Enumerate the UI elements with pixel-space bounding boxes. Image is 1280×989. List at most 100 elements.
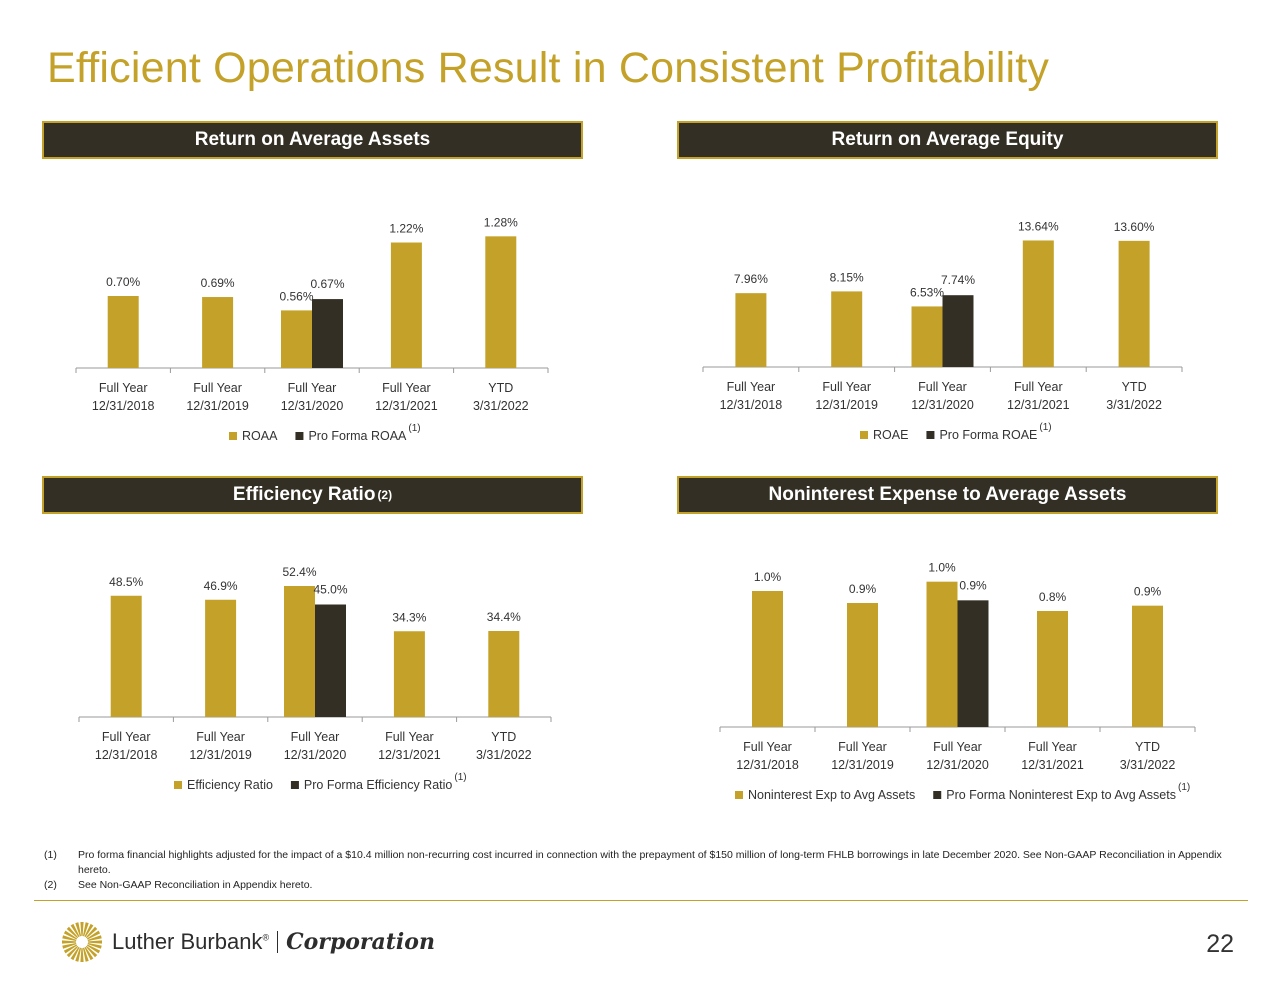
panel-header-roaa: Return on Average Assets	[42, 121, 583, 159]
company-logo: Luther Burbank® Corporation	[60, 920, 435, 964]
bar-0	[752, 591, 783, 727]
bar-3	[393, 631, 425, 717]
category-label: Full Year	[99, 381, 148, 395]
panel-header-text: Return on Average Equity	[831, 129, 1064, 150]
category-label: 12/31/2020	[926, 758, 989, 772]
footnote-number: (1)	[44, 849, 57, 861]
bar-2	[911, 306, 943, 367]
bar-3	[1022, 240, 1054, 367]
panel-header-sup: (2)	[377, 488, 393, 502]
category-label: Full Year	[743, 740, 792, 754]
bar-0	[735, 293, 767, 367]
pro-forma-data-label: 45.0%	[313, 583, 347, 597]
pro-forma-data-label: 7.74%	[941, 273, 975, 287]
category-label: 12/31/2018	[736, 758, 799, 772]
bar-1	[202, 297, 234, 368]
legend-swatch	[933, 791, 942, 799]
category-label: Full Year	[196, 730, 245, 744]
category-label: Full Year	[1014, 380, 1063, 394]
legend-swatch	[229, 432, 237, 440]
data-label: 1.28%	[484, 215, 518, 229]
bar-1	[205, 599, 237, 717]
category-label: 12/31/2019	[189, 748, 252, 762]
legend-label: Pro Forma ROAA	[308, 429, 407, 443]
category-label: 12/31/2021	[378, 748, 441, 762]
pro-forma-bar-2	[315, 604, 346, 717]
category-label: 12/31/2019	[831, 758, 894, 772]
data-label: 46.9%	[204, 579, 238, 593]
data-label: 13.60%	[1114, 220, 1155, 234]
bar-3	[390, 242, 422, 368]
category-label: 3/31/2022	[1120, 758, 1176, 772]
panel-header-text: Efficiency Ratio	[232, 484, 376, 505]
category-label: Full Year	[918, 380, 967, 394]
legend-label: ROAE	[873, 428, 908, 442]
pro-forma-bar-2	[942, 295, 974, 367]
legend-swatch	[290, 781, 299, 789]
category-label: Full Year	[727, 380, 776, 394]
data-label: 52.4%	[282, 565, 316, 579]
category-label: 12/31/2020	[284, 748, 347, 762]
bar-0	[110, 595, 142, 717]
legend-label: Efficiency Ratio	[187, 778, 273, 792]
category-label: 12/31/2020	[911, 398, 974, 412]
legend-swatch	[735, 791, 743, 799]
data-label: 0.69%	[201, 276, 235, 290]
data-label: 0.8%	[1039, 590, 1067, 604]
legend-superscript: (1)	[454, 772, 466, 783]
pro-forma-data-label: 0.67%	[310, 277, 344, 291]
data-label: 34.3%	[392, 610, 426, 624]
pro-forma-bar-2	[957, 600, 989, 727]
footnote-text: Pro forma financial highlights adjusted …	[78, 849, 1222, 876]
footnote-text: See Non-GAAP Reconciliation in Appendix …	[78, 879, 313, 891]
category-label: YTD	[488, 381, 513, 395]
legend-superscript: (1)	[1178, 782, 1190, 793]
panel-header-text: Noninterest Expense to Average Assets	[768, 484, 1127, 505]
bar-4	[1118, 240, 1150, 367]
panel-header-nonint: Noninterest Expense to Average Assets	[677, 476, 1218, 514]
category-label: 12/31/2019	[186, 399, 249, 413]
category-label: Full Year	[1028, 740, 1077, 754]
category-label: Full Year	[385, 730, 434, 744]
category-label: 3/31/2022	[476, 748, 532, 762]
bar-1	[847, 603, 878, 727]
category-label: YTD	[1122, 380, 1147, 394]
category-label: Full Year	[933, 740, 982, 754]
sunburst-icon	[62, 922, 102, 962]
data-label: 1.0%	[928, 561, 956, 575]
legend-label: Noninterest Exp to Avg Assets	[748, 788, 915, 802]
category-label: 12/31/2021	[1021, 758, 1084, 772]
data-label: 7.96%	[734, 272, 768, 286]
logo-name: Luther Burbank®	[112, 929, 270, 954]
bar-4	[488, 631, 520, 717]
data-label: 6.53%	[910, 285, 944, 299]
category-label: 3/31/2022	[473, 399, 529, 413]
category-label: 3/31/2022	[1106, 398, 1162, 412]
category-label: 12/31/2021	[1007, 398, 1070, 412]
slide-title: Efficient Operations Result in Consisten…	[47, 44, 1050, 92]
data-label: 0.56%	[279, 289, 313, 303]
footer-divider	[34, 900, 1248, 901]
category-label: Full Year	[102, 730, 151, 744]
category-label: Full Year	[193, 381, 242, 395]
legend-superscript: (1)	[1039, 422, 1051, 433]
panel-header-efficiency: Efficiency Ratio (2)	[42, 476, 583, 514]
category-label: YTD	[1135, 740, 1160, 754]
legend-swatch	[174, 781, 182, 789]
category-label: 12/31/2018	[92, 399, 155, 413]
bar-4	[485, 236, 517, 368]
legend-label: Pro Forma Noninterest Exp to Avg Assets	[946, 788, 1176, 802]
bar-2	[284, 586, 315, 717]
footnote-2: (2) See Non-GAAP Reconciliation in Appen…	[44, 878, 1244, 893]
data-label: 0.9%	[1134, 585, 1162, 599]
category-label: Full Year	[291, 730, 340, 744]
footnote-1: (1) Pro forma financial highlights adjus…	[44, 848, 1244, 878]
category-label: 12/31/2021	[375, 399, 438, 413]
data-label: 48.5%	[109, 575, 143, 589]
bar-1	[831, 291, 863, 367]
category-label: 12/31/2018	[95, 748, 158, 762]
